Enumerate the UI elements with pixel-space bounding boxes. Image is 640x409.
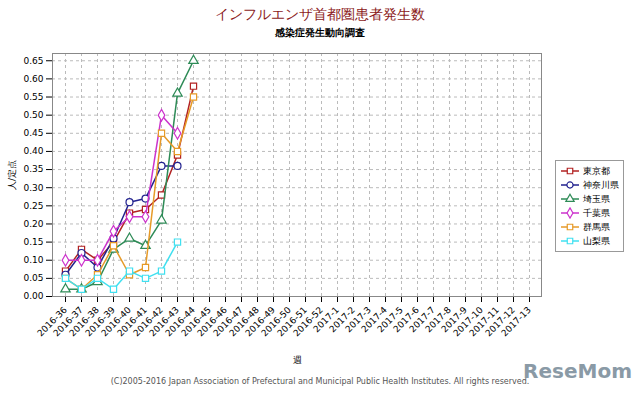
svg-text:2016-46: 2016-46 [195,304,229,339]
svg-text:0.60: 0.60 [23,74,43,84]
html-text:感染症発生動向調査: 感染症発生動向調査 [275,27,365,38]
html-text:千葉県: 千葉県 [583,207,610,218]
svg-text:2016-44: 2016-44 [163,304,197,339]
svg-text:2016-42: 2016-42 [131,304,165,339]
svg-text:2016-51: 2016-51 [275,304,309,339]
svg-text:2017-4: 2017-4 [359,304,389,335]
svg-text:0.40: 0.40 [23,146,43,156]
svg-text:2017-13: 2017-13 [499,305,533,339]
html-text:群馬県: 群馬県 [583,221,610,232]
svg-text:2017-5: 2017-5 [375,304,405,335]
svg-text:2016-37: 2016-37 [51,304,85,339]
svg-text:0.20: 0.20 [23,219,43,229]
svg-text:2017-12: 2017-12 [483,304,517,339]
svg-text:2017-11: 2017-11 [467,304,501,339]
svg-text:2016-52: 2016-52 [291,304,325,339]
html-text:東京都: 東京都 [583,165,610,176]
svg-text:2016-38: 2016-38 [67,304,101,339]
svg-text:2017-1: 2017-1 [311,304,341,335]
svg-text:2017-6: 2017-6 [391,304,421,335]
svg-text:2017-9: 2017-9 [439,304,469,335]
svg-text:2016-45: 2016-45 [179,304,213,339]
svg-text:0.35: 0.35 [23,164,43,174]
svg-text:週: 週 [293,355,302,365]
svg-text:0.10: 0.10 [23,255,43,265]
svg-text:0.05: 0.05 [23,273,43,283]
svg-text:2017-10: 2017-10 [451,304,485,339]
svg-text:2016-39: 2016-39 [83,304,117,339]
html-text:インフルエンザ首都圏患者発生数: インフルエンザ首都圏患者発生数 [215,6,425,22]
svg-text:2016-48: 2016-48 [227,304,261,339]
html-text:埼玉県: 埼玉県 [583,193,610,204]
svg-text:2016-49: 2016-49 [243,304,277,339]
svg-text:0.50: 0.50 [23,110,43,120]
svg-text:0.45: 0.45 [23,128,43,138]
html-text:(C)2005-2016 Japan Association: (C)2005-2016 Japan Association of Prefec… [110,377,530,386]
svg-text:0.30: 0.30 [23,183,43,193]
svg-text:0.00: 0.00 [23,291,43,301]
svg-text:2017-8: 2017-8 [423,304,453,335]
svg-text:2016-43: 2016-43 [147,304,181,339]
svg-text:2017-7: 2017-7 [407,304,437,335]
html-text:山梨県: 山梨県 [583,235,610,246]
html-text:ReseMom: ReseMom [523,359,632,383]
svg-text:2016-36: 2016-36 [35,304,69,339]
svg-text:0.55: 0.55 [23,92,43,102]
svg-text:2016-41: 2016-41 [115,304,149,339]
svg-text:2016-50: 2016-50 [259,304,293,339]
svg-text:0.65: 0.65 [23,56,43,66]
svg-text:2016-47: 2016-47 [211,304,245,339]
svg-text:2017-3: 2017-3 [343,304,373,335]
svg-text:0.15: 0.15 [23,237,43,247]
html-text:神奈川県: 神奈川県 [583,179,619,190]
svg-text:2017-2: 2017-2 [327,304,357,335]
svg-text:人/定点: 人/定点 [7,160,17,190]
svg-text:2016-40: 2016-40 [99,304,133,339]
svg-text:0.25: 0.25 [23,201,43,211]
